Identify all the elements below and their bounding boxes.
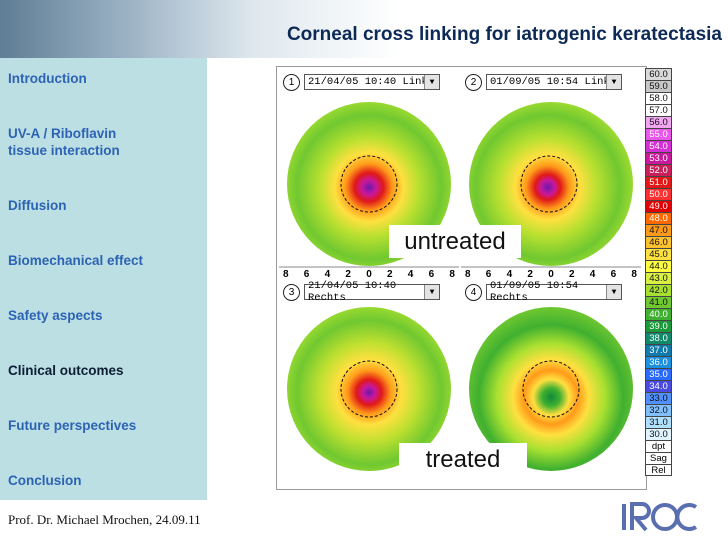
iroc-logo: [620, 496, 710, 541]
scale-step: 44.0: [645, 260, 672, 272]
scale-step: 51.0: [645, 176, 672, 188]
scale-step: 40.0: [645, 308, 672, 320]
chevron-down-icon[interactable]: ▼: [424, 285, 439, 299]
topography-maps: 1 21/04/05 10:40 Links ▼ 2 01/09/05 10:54…: [276, 66, 647, 490]
scale-step: 33.0: [645, 392, 672, 404]
scale-step: 48.0: [645, 212, 672, 224]
scale-step: 46.0: [645, 236, 672, 248]
axis-tick-label: 4: [324, 269, 331, 280]
scale-step: 59.0: [645, 80, 672, 92]
slide-title: Corneal cross linking for iatrogenic ker…: [286, 24, 722, 45]
scale-step: 39.0: [645, 320, 672, 332]
map-3-number: 3: [283, 283, 300, 301]
map-3-exam-value: 21/04/05 10:40 Rechts: [308, 280, 397, 304]
axis-tick-label: 2: [568, 269, 575, 280]
scale-step: 53.0: [645, 152, 672, 164]
scale-step: 37.0: [645, 344, 672, 356]
map-panel-3: 3 21/04/05 10:40 Rechts ▼: [279, 279, 459, 487]
chevron-down-icon[interactable]: ▼: [424, 75, 439, 89]
scale-step: 41.0: [645, 296, 672, 308]
axis-tick-label: 2: [527, 269, 533, 280]
map-1-exam-value: 21/04/05 10:40 Links: [308, 76, 435, 88]
map-4-exam-select[interactable]: 01/09/05 10:54 Rechts ▼: [486, 280, 622, 304]
map-axis-ticks-right: 8 6 4 2 0 2 4 6 8: [465, 269, 637, 280]
scale-step: 42.0: [645, 284, 672, 296]
axis-tick-label: 4: [506, 269, 513, 280]
map-2-exam-value: 01/09/05 10:54 Links: [490, 76, 617, 88]
nav-future-perspectives[interactable]: Future perspectives: [8, 418, 137, 433]
map-2-number: 2: [465, 73, 482, 91]
map-4-header: 4 01/09/05 10:54 Rechts ▼: [465, 280, 622, 304]
nav-introduction[interactable]: Introduction: [8, 71, 87, 86]
sidebar: Introduction UV-A / Riboflavin tissue in…: [0, 58, 207, 500]
axis-tick-label: 4: [407, 269, 414, 280]
scale-unit-label[interactable]: Sag: [645, 452, 672, 464]
nav-uva-riboflavin[interactable]: UV-A / Riboflavin tissue interaction: [8, 126, 120, 158]
scale-step: 55.0: [645, 128, 672, 140]
map-panel-1: 1 21/04/05 10:40 Links ▼: [279, 69, 459, 277]
scale-step: 36.0: [645, 356, 672, 368]
axis-tick-label: 2: [386, 269, 393, 280]
map-axis-ticks-left: 8 6 4 2 0 2 4 6 8: [283, 269, 455, 280]
map-3-topography: [287, 307, 451, 471]
scale-step: 35.0: [645, 368, 672, 380]
map-2-header: 2 01/09/05 10:54 Links ▼: [465, 73, 622, 91]
nav-biomechanical-effect[interactable]: Biomechanical effect: [8, 253, 144, 268]
nav-diffusion[interactable]: Diffusion: [8, 198, 67, 213]
header-bar: [0, 0, 728, 58]
axis-tick-label: 6: [610, 269, 617, 280]
scale-step: 56.0: [645, 116, 672, 128]
map-1-number: 1: [283, 73, 300, 91]
footer-author: Prof. Dr. Michael Mrochen, 24.09.11: [8, 512, 201, 527]
scale-unit-label[interactable]: Rel: [645, 464, 672, 476]
nav-clinical-outcomes[interactable]: Clinical outcomes: [8, 363, 124, 378]
axis-tick-label: 4: [589, 269, 596, 280]
axis-tick-label: 6: [428, 269, 435, 280]
chevron-down-icon[interactable]: ▼: [606, 75, 621, 89]
scale-step: 30.0: [645, 428, 672, 440]
label-treated: treated: [399, 443, 527, 476]
axis-tick-label: 0: [548, 269, 554, 280]
scale-step: 49.0: [645, 200, 672, 212]
axis-tick-label: 0: [366, 269, 372, 280]
axis-tick-label: 6: [303, 269, 310, 280]
scale-step: 32.0: [645, 404, 672, 416]
scale-step: 58.0: [645, 92, 672, 104]
axis-tick-label: 8: [465, 269, 471, 280]
scale-step: 54.0: [645, 140, 672, 152]
scale-step: 57.0: [645, 104, 672, 116]
label-untreated: untreated: [389, 225, 521, 258]
nav-safety-aspects[interactable]: Safety aspects: [8, 308, 103, 323]
axis-tick-label: 8: [631, 269, 637, 280]
map-1-exam-select[interactable]: 21/04/05 10:40 Links ▼: [304, 74, 440, 90]
map-4-number: 4: [465, 283, 482, 301]
axis-tick-label: 2: [345, 269, 351, 280]
map-2-exam-select[interactable]: 01/09/05 10:54 Links ▼: [486, 74, 622, 90]
scale-step: 45.0: [645, 248, 672, 260]
scale-step: 38.0: [645, 332, 672, 344]
map-3-exam-select[interactable]: 21/04/05 10:40 Rechts ▼: [304, 280, 440, 304]
scale-step: 47.0: [645, 224, 672, 236]
scale-step: 50.0: [645, 188, 672, 200]
diopter-color-scale: 60.0 59.0 58.0 57.0 56.0 55.0 54.0 53.0 52.0 51.0…: [645, 68, 672, 476]
map-1-header: 1 21/04/05 10:40 Links ▼: [283, 73, 440, 91]
map-3-header: 3 21/04/05 10:40 Rechts ▼: [283, 280, 440, 304]
nav-conclusion[interactable]: Conclusion: [8, 473, 82, 488]
axis-tick-label: 6: [485, 269, 492, 280]
scale-step: 34.0: [645, 380, 672, 392]
axis-tick-label: 8: [283, 269, 289, 280]
scale-step: 60.0: [645, 68, 672, 80]
scale-step: 52.0: [645, 164, 672, 176]
scale-step: 43.0: [645, 272, 672, 284]
map-4-topography: [469, 307, 633, 471]
scale-unit-label[interactable]: dpt: [645, 440, 672, 452]
chevron-down-icon[interactable]: ▼: [606, 285, 621, 299]
scale-step: 31.0: [645, 416, 672, 428]
map-4-exam-value: 01/09/05 10:54 Rechts: [490, 280, 579, 304]
iroc-logo-mark: [622, 502, 698, 532]
axis-tick-label: 8: [449, 269, 455, 280]
